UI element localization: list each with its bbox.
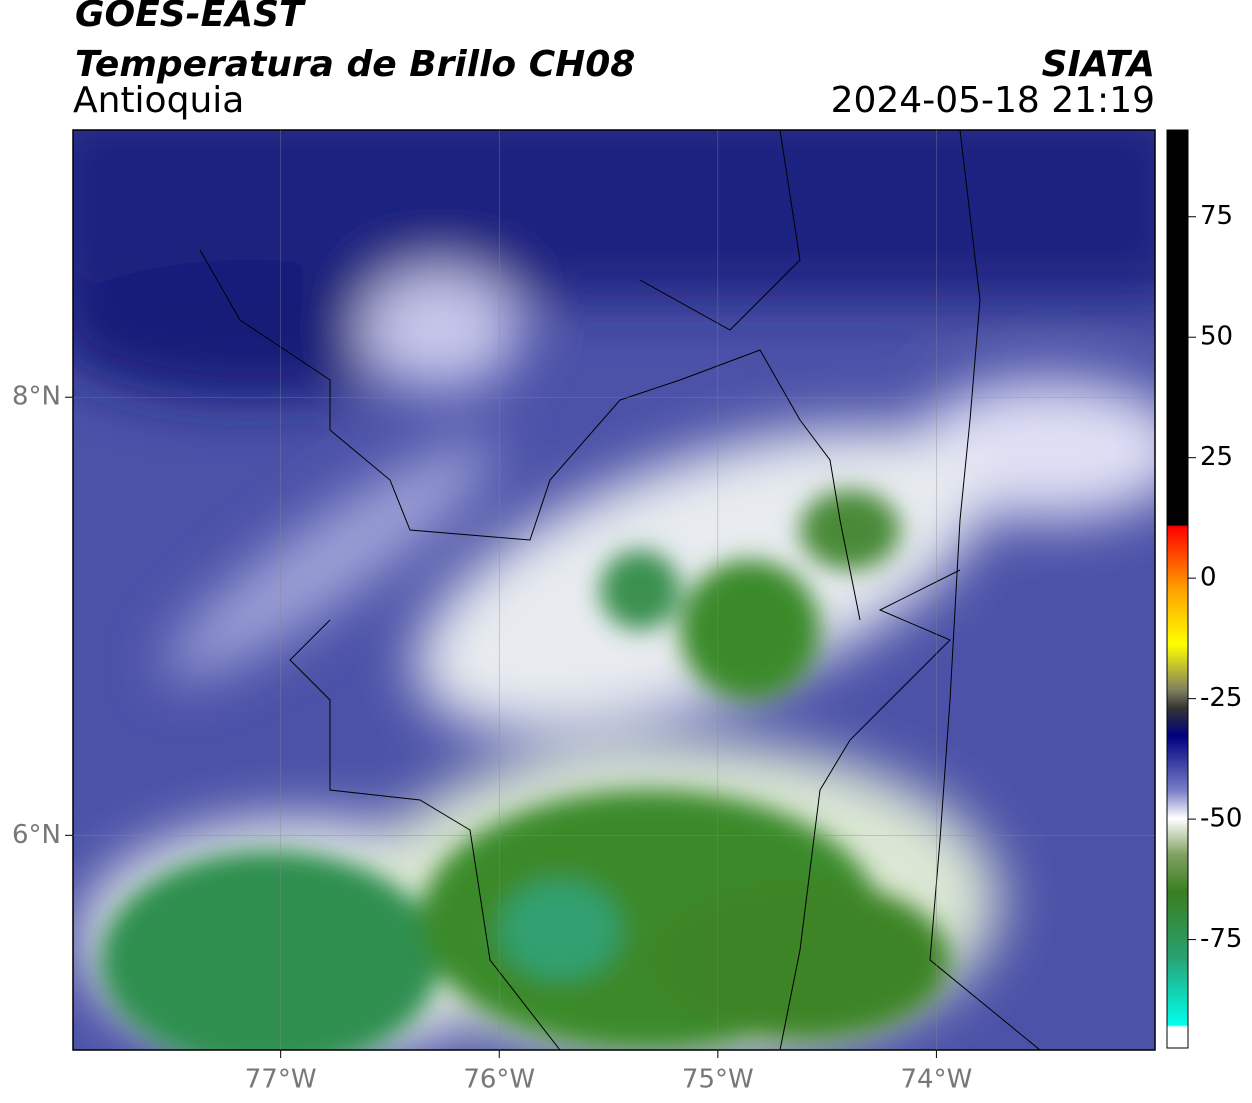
colorbar-tick-label: -25 [1200,683,1242,713]
colorbar-tick-label: 75 [1200,201,1233,231]
x-tick-label: 77°W [245,1065,317,1095]
colorbar-tick-label: 25 [1200,442,1233,472]
colorbar-tick-label: 50 [1200,322,1233,352]
x-tick-label: 74°W [901,1065,973,1095]
x-tick-label: 76°W [463,1065,535,1095]
colorbar [1166,129,1189,1049]
title: GOES-EAST [75,0,306,35]
colorbar-tick-label: -75 [1200,924,1242,954]
map-frame [72,129,1156,1051]
colorbar-tick-label: 0 [1200,563,1217,593]
satellite-image [73,130,1155,1050]
y-tick-label: 8°N [12,382,61,412]
region: Antioquia [73,80,244,121]
title: Temperatura de Brillo CH08 [75,44,635,85]
x-tick-label: 75°W [682,1065,754,1095]
y-tick-label: 6°N [12,820,61,850]
datetime: 2024-05-18 21:19 [831,80,1155,121]
source: SIATA [1042,44,1155,85]
colorbar-tick-label: -50 [1200,804,1242,834]
